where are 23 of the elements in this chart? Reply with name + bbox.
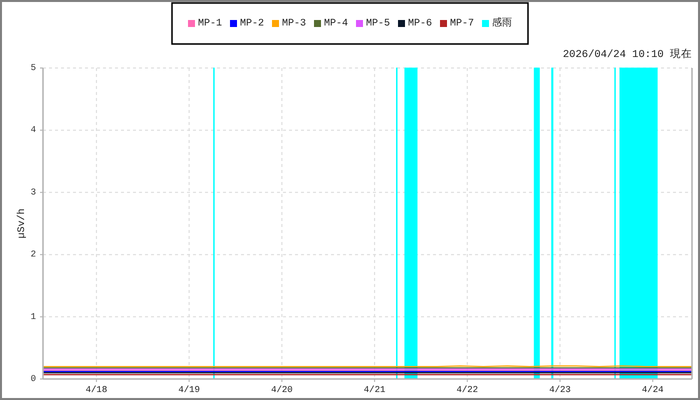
legend-label: MP-2 [240, 18, 264, 29]
y-tick-label: 3 [30, 187, 36, 198]
x-tick-label: 4/23 [549, 385, 571, 395]
y-axis-title: µSv/h [16, 208, 28, 239]
chart-subtitle: 2026/04/24 10:10 現在 [562, 48, 692, 61]
legend-label: MP-4 [324, 18, 348, 29]
y-tick-label: 1 [30, 312, 36, 322]
y-tick-label: 0 [30, 374, 36, 384]
legend-label: MP-1 [198, 18, 222, 29]
x-tick-label: 4/21 [364, 385, 386, 395]
legend-label: MP-5 [366, 18, 390, 29]
x-tick-label: 4/24 [642, 385, 664, 395]
y-tick-label: 2 [30, 250, 36, 260]
y-tick-label: 4 [30, 125, 36, 136]
y-tick-label: 5 [30, 63, 36, 73]
legend-label: MP-3 [282, 18, 306, 29]
x-tick-label: 4/18 [86, 385, 108, 395]
legend-label: 感雨 [492, 16, 512, 29]
legend-label: MP-6 [408, 18, 432, 29]
legend-label: MP-7 [450, 18, 474, 29]
x-tick-label: 4/19 [178, 385, 200, 395]
x-tick-label: 4/22 [456, 385, 478, 395]
x-tick-label: 4/20 [271, 385, 293, 395]
